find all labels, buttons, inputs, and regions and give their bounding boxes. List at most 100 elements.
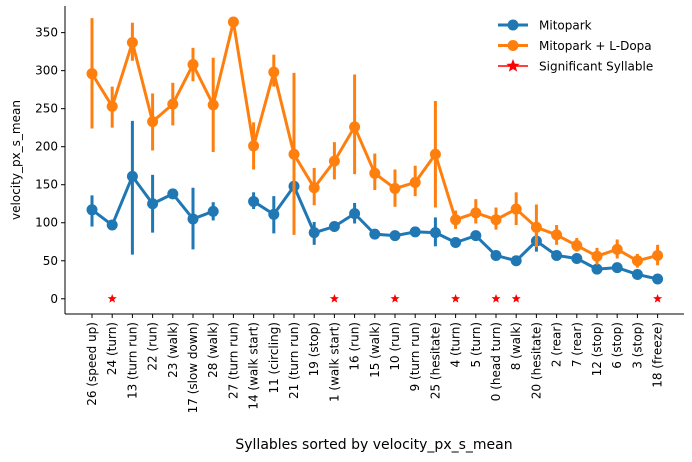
x-tick-label: 10 (run) (388, 322, 402, 371)
legend-label: Mitopark (539, 19, 592, 33)
data-point (106, 219, 118, 231)
data-point (571, 252, 583, 264)
x-tick-label: 5 (turn) (469, 322, 483, 367)
data-point (308, 182, 320, 194)
x-tick-label: 2 (rear) (550, 322, 564, 367)
data-point (369, 228, 381, 240)
data-point (450, 237, 462, 249)
y-tick-label: 200 (35, 140, 58, 154)
data-point (551, 229, 563, 241)
legend-item-significant: Significant Syllable (498, 59, 653, 74)
series-mitopark-l-dopa (86, 16, 664, 268)
significant-star (653, 293, 663, 303)
data-point (591, 250, 603, 262)
data-point (631, 255, 643, 267)
data-point (126, 170, 138, 182)
y-tick-label: 150 (35, 178, 58, 192)
data-point (530, 221, 542, 233)
legend-label: Significant Syllable (539, 60, 653, 74)
x-axis-label: Syllables sorted by velocity_px_s_mean (235, 437, 512, 453)
data-point (328, 155, 340, 167)
data-point (248, 195, 260, 207)
legend-item-mitopark-l-dopa: Mitopark + L-Dopa (498, 39, 652, 53)
data-point (611, 262, 623, 274)
data-point (207, 99, 219, 111)
data-point (349, 121, 361, 133)
data-point (490, 214, 502, 226)
data-point (490, 249, 502, 261)
y-ticks: 0 50 100 150 200 250 300 350 (35, 26, 65, 306)
data-point (551, 249, 563, 261)
y-tick-label: 100 (35, 216, 58, 230)
data-point (187, 59, 199, 71)
data-point (106, 100, 118, 112)
legend-marker (507, 19, 519, 31)
x-tick-label: 18 (freeze) (651, 322, 665, 388)
significant-star (511, 293, 521, 303)
y-axis-label: velocity_px_s_mean (9, 100, 23, 220)
x-tick-label: 3 (stop) (630, 322, 644, 369)
data-point (429, 148, 441, 160)
x-tick-label: 15 (walk) (368, 322, 382, 378)
x-tick-label: 7 (rear) (570, 322, 584, 367)
data-point (429, 227, 441, 239)
x-tick-label: 20 (hesitate) (529, 322, 543, 399)
data-point (268, 66, 280, 78)
x-tick-label: 19 (stop) (307, 322, 321, 376)
legend-label: Mitopark + L-Dopa (539, 39, 652, 53)
data-point (288, 148, 300, 160)
x-tick-label: 26 (speed up) (85, 322, 99, 406)
data-point (147, 116, 159, 128)
data-point (167, 188, 179, 200)
data-point (349, 208, 361, 220)
data-point (167, 98, 179, 110)
data-point (510, 255, 522, 267)
data-point (470, 230, 482, 242)
significant-star (107, 293, 117, 303)
x-tick-label: 22 (run) (146, 322, 160, 371)
x-tick-label: 23 (walk) (166, 322, 180, 378)
data-point (328, 221, 340, 233)
x-tick-label: 4 (turn) (449, 322, 463, 367)
x-tick-label: 12 (stop) (590, 322, 604, 376)
x-tick-label: 13 (turn run) (125, 322, 139, 399)
data-point (369, 167, 381, 179)
data-point (591, 263, 603, 275)
x-tick-label: 0 (head turn) (489, 322, 503, 401)
x-tick-label: 16 (run) (348, 322, 362, 371)
data-point (450, 214, 462, 226)
legend-item-mitopark: Mitopark (498, 19, 592, 33)
series-line (90, 20, 658, 263)
y-tick-label: 350 (35, 26, 58, 40)
data-point (389, 183, 401, 195)
data-point (187, 213, 199, 225)
x-tick-label: 11 (circling) (267, 322, 281, 394)
data-point (248, 140, 260, 152)
x-tick-label: 24 (turn) (105, 322, 119, 375)
data-point (631, 268, 643, 280)
x-tick-label: 17 (slow down) (186, 322, 200, 413)
plot-area (86, 16, 664, 303)
significant-star (329, 293, 339, 303)
data-point (207, 205, 219, 217)
x-tick-label: 14 (walk start) (247, 322, 261, 410)
y-tick-label: 0 (50, 292, 58, 306)
x-ticks: 26 (speed up) 24 (turn) 13 (turn run) 22 (r… (85, 314, 665, 413)
data-point (147, 198, 159, 210)
x-tick-label: 28 (walk) (206, 322, 220, 378)
x-tick-label: 1 (walk start) (327, 322, 341, 402)
data-point (126, 37, 138, 49)
data-point (86, 68, 98, 80)
data-point (409, 176, 421, 188)
x-tick-label: 8 (walk) (509, 322, 523, 370)
significant-star (451, 293, 461, 303)
data-point (652, 249, 664, 261)
significant-markers (107, 293, 663, 303)
data-point (611, 243, 623, 255)
data-point (510, 203, 522, 215)
data-point (571, 240, 583, 252)
significant-star (491, 293, 501, 303)
x-tick-label: 25 (hesitate) (428, 322, 442, 399)
series-mitopark (86, 120, 664, 285)
